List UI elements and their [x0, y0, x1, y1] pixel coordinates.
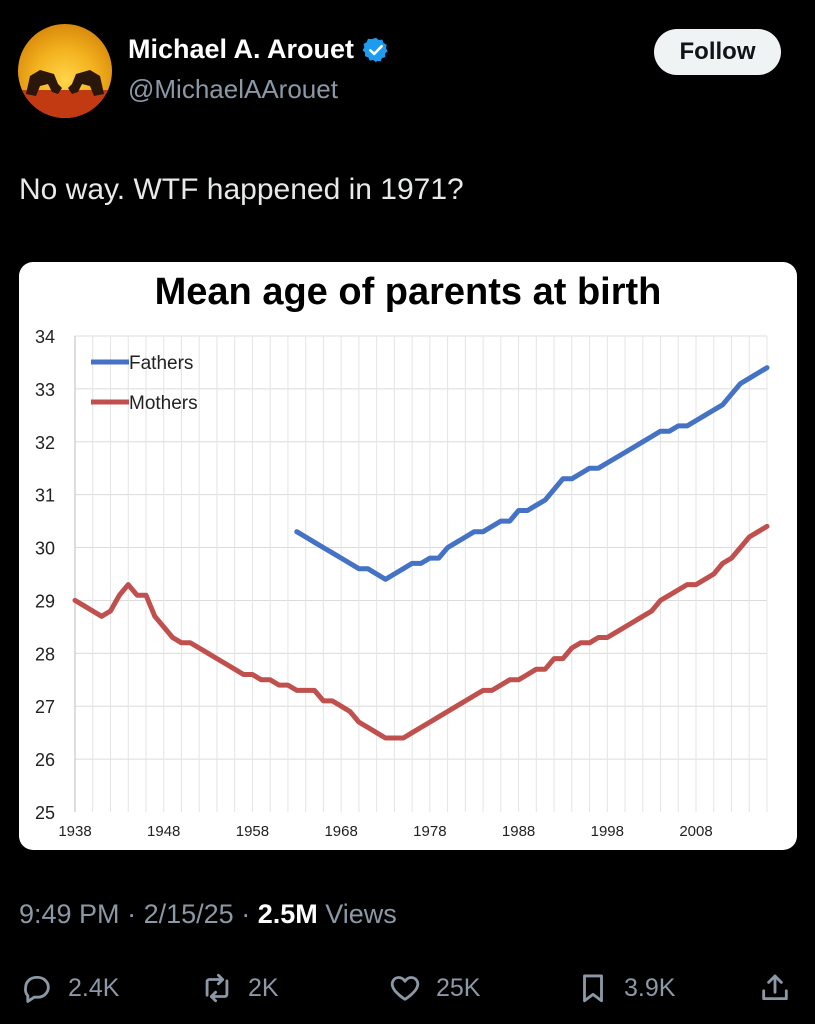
author-handle[interactable]: @MichaelAArouet	[128, 74, 338, 104]
line-chart: Mean age of parents at birth 25 26 27 28 29 30…	[35, 271, 770, 840]
legend-label-mothers: Mothers	[129, 393, 198, 414]
legend-label-fathers: Fathers	[129, 353, 193, 374]
bookmark-icon	[583, 974, 603, 1003]
action-bar: 2.4K 2K 25K 3.9K	[0, 960, 815, 1016]
repost-count: 2K	[248, 973, 279, 1002]
x-tick-label: 1978	[413, 823, 446, 840]
bookmark-button[interactable]: 3.9K	[576, 960, 675, 1016]
tweet-date[interactable]: 2/15/25	[143, 899, 234, 929]
repost-icon	[205, 973, 229, 1003]
y-tick-label: 28	[35, 644, 55, 664]
y-tick-label: 29	[35, 591, 55, 611]
share-icon	[762, 974, 788, 1001]
reply-icon	[24, 975, 50, 1003]
series-line-mothers	[72, 523, 770, 741]
x-tick-label: 1988	[502, 823, 535, 840]
bookmark-count: 3.9K	[624, 973, 676, 1002]
meta-separator: ·	[127, 899, 137, 929]
x-tick-label: 2008	[679, 823, 712, 840]
meta-separator: ·	[241, 899, 251, 929]
heart-icon	[390, 976, 420, 1001]
y-tick-label: 26	[35, 750, 55, 770]
like-count: 25K	[436, 973, 481, 1002]
tweet-time[interactable]: 9:49 PM	[19, 899, 120, 929]
tweet-meta: 9:49 PM · 2/15/25 · 2.5M Views	[19, 899, 397, 930]
series-line-fathers	[294, 365, 770, 582]
y-tick-label: 33	[35, 380, 55, 400]
like-button[interactable]: 25K	[388, 960, 480, 1016]
views-count: 2.5M	[257, 899, 318, 929]
y-tick-label: 32	[35, 433, 55, 453]
x-tick-label: 1998	[591, 823, 624, 840]
x-tick-label: 1938	[58, 823, 91, 840]
y-tick-label: 30	[35, 539, 55, 559]
author-name[interactable]: Michael A. Arouet	[128, 34, 355, 64]
share-button[interactable]	[758, 960, 806, 1016]
repost-button[interactable]: 2K	[200, 960, 279, 1016]
reply-count: 2.4K	[68, 973, 120, 1002]
x-tick-label: 1968	[324, 823, 357, 840]
y-tick-label: 34	[35, 327, 55, 347]
follow-button[interactable]: Follow	[654, 29, 781, 75]
views-label: Views	[325, 899, 397, 929]
chart-title: Mean age of parents at birth	[155, 271, 662, 313]
chart-card[interactable]: Mean age of parents at birth 25 26 27 28 29 30…	[19, 262, 797, 850]
x-tick-label: 1948	[147, 823, 180, 840]
x-tick-label: 1958	[236, 823, 269, 840]
y-tick-label: 25	[35, 803, 55, 823]
y-tick-label: 31	[35, 486, 55, 506]
reply-button[interactable]: 2.4K	[20, 960, 119, 1016]
avatar-image	[18, 24, 112, 118]
avatar[interactable]	[18, 24, 112, 118]
verified-badge-icon	[362, 37, 388, 62]
y-tick-label: 27	[35, 697, 55, 717]
tweet-text: No way. WTF happened in 1971?	[19, 173, 464, 206]
